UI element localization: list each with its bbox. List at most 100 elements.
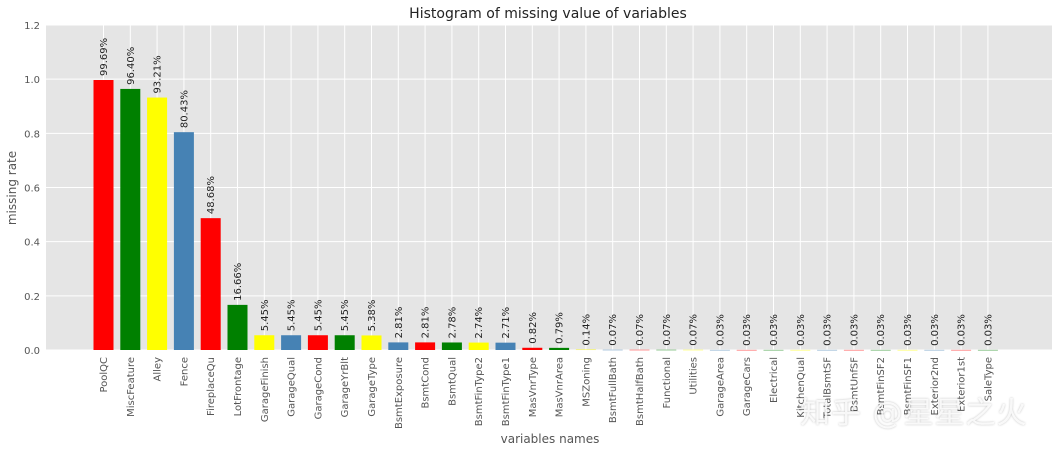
- data-label: 0.07%: [662, 314, 673, 346]
- bar: [388, 342, 409, 350]
- bar: [120, 88, 141, 351]
- x-tick-label: GarageType: [367, 357, 378, 417]
- x-axis-label: variables names: [501, 432, 600, 446]
- x-tick-label: LotFrontage: [233, 357, 244, 416]
- x-tick-label: PoolQC: [99, 357, 110, 393]
- x-tick-label: GarageFinish: [260, 357, 271, 422]
- x-tick-label: Functional: [662, 357, 673, 408]
- data-label: 5.45%: [287, 299, 298, 331]
- data-label: 0.03%: [849, 314, 860, 346]
- data-label: 0.79%: [555, 312, 566, 344]
- chart-title: Histogram of missing value of variables: [409, 6, 687, 22]
- x-tick-label: Utilities: [689, 357, 700, 395]
- x-tick-label: GarageArea: [715, 357, 726, 417]
- bar: [441, 342, 462, 350]
- x-tick-label: BsmtHalfBath: [635, 357, 646, 426]
- data-label: 2.81%: [394, 307, 405, 339]
- bar: [254, 335, 275, 350]
- x-tick-label: SaleType: [983, 357, 994, 401]
- data-label: 2.71%: [501, 307, 512, 339]
- data-label: 0.03%: [823, 314, 834, 346]
- data-label: 0.82%: [528, 312, 539, 344]
- bar: [468, 342, 489, 350]
- data-label: 0.03%: [715, 314, 726, 346]
- data-label: 16.66%: [233, 263, 244, 301]
- bar: [361, 335, 382, 350]
- data-label: 99.69%: [99, 38, 110, 76]
- data-label: 0.03%: [983, 314, 994, 346]
- x-tick-label: MasVnrArea: [555, 357, 566, 417]
- x-tick-label: BsmtExposure: [394, 357, 405, 429]
- bar: [549, 347, 570, 350]
- data-label: 2.74%: [474, 307, 485, 339]
- x-tick-label: GarageYrBlt: [340, 357, 351, 417]
- x-tick-label: BsmtFinSF2: [876, 357, 887, 415]
- y-tick-label: 1.0: [24, 75, 40, 86]
- y-axis-label: missing rate: [5, 151, 19, 225]
- data-label: 93.21%: [153, 55, 164, 93]
- x-tick-label: BsmtFinSF1: [903, 357, 914, 415]
- data-label: 0.03%: [930, 314, 941, 346]
- x-axis-ticks: PoolQC MiscFeature Alley Fence FireplaceQu Lo…: [99, 357, 994, 429]
- data-label: 80.43%: [179, 90, 190, 128]
- y-tick-label: 0.6: [24, 184, 40, 195]
- x-tick-label: MSZoning: [581, 357, 592, 407]
- data-label: 0.14%: [581, 314, 592, 346]
- data-label: 2.78%: [447, 307, 458, 339]
- x-tick-label: Exterior2nd: [930, 357, 941, 415]
- bar: [307, 335, 328, 350]
- bar: [522, 347, 543, 350]
- bar: [93, 80, 114, 350]
- data-label: 2.81%: [421, 307, 432, 339]
- x-tick-label: BsmtCond: [421, 357, 432, 409]
- bar: [173, 132, 194, 350]
- data-label: 0.03%: [796, 314, 807, 346]
- bar: [415, 342, 436, 350]
- data-label: 96.40%: [126, 47, 137, 85]
- data-label: 5.45%: [313, 299, 324, 331]
- x-tick-label: KitchenQual: [796, 357, 807, 418]
- x-tick-label: TotalBsmtSF: [823, 357, 834, 419]
- data-label: 0.07%: [608, 314, 619, 346]
- bar: [147, 97, 168, 351]
- data-label: 5.45%: [260, 299, 271, 331]
- data-label: 48.68%: [206, 176, 217, 214]
- x-tick-label: MiscFeature: [126, 357, 137, 417]
- x-tick-label: Alley: [153, 357, 164, 382]
- data-label: 0.03%: [903, 314, 914, 346]
- data-label: 0.07%: [689, 314, 700, 346]
- bar: [495, 342, 516, 350]
- data-label: 0.03%: [769, 314, 780, 346]
- bars: [93, 80, 998, 351]
- data-label: 0.03%: [742, 314, 753, 346]
- y-tick-label: 0.8: [24, 129, 40, 140]
- data-label: 0.03%: [876, 314, 887, 346]
- x-tick-label: BsmtFullBath: [608, 357, 619, 423]
- x-tick-label: GarageQual: [287, 357, 298, 417]
- data-label: 5.38%: [367, 300, 378, 332]
- data-label: 0.03%: [957, 314, 968, 346]
- watermark: 知乎 @星星之火: [800, 396, 1028, 431]
- x-tick-label: Exterior1st: [957, 357, 968, 412]
- y-tick-label: 0.0: [24, 346, 40, 357]
- value-labels: 99.69% 96.40% 93.21% 80.43% 48.68% 16.66% 5.45…: [99, 38, 994, 346]
- x-tick-label: Electrical: [769, 357, 780, 403]
- y-tick-label: 0.4: [24, 238, 40, 249]
- y-tick-label: 0.2: [24, 292, 40, 303]
- data-label: 0.07%: [635, 314, 646, 346]
- x-tick-label: MasVnrType: [528, 357, 539, 417]
- x-tick-label: BsmtFinType1: [501, 357, 512, 426]
- bar: [227, 304, 248, 350]
- x-tick-label: BsmtFinType2: [474, 357, 485, 426]
- x-tick-label: BsmtUnfSF: [849, 357, 860, 412]
- y-axis-ticks: 0.0 0.2 0.4 0.6 0.8 1.0 1.2: [24, 21, 40, 357]
- data-label: 5.45%: [340, 299, 351, 331]
- y-tick-label: 1.2: [24, 21, 40, 32]
- x-tick-label: GarageCars: [742, 357, 753, 416]
- bar: [200, 218, 221, 350]
- bar: [334, 335, 355, 350]
- x-tick-label: FireplaceQu: [206, 357, 217, 416]
- x-tick-label: BsmtQual: [447, 357, 458, 406]
- x-tick-label: GarageCond: [313, 357, 324, 419]
